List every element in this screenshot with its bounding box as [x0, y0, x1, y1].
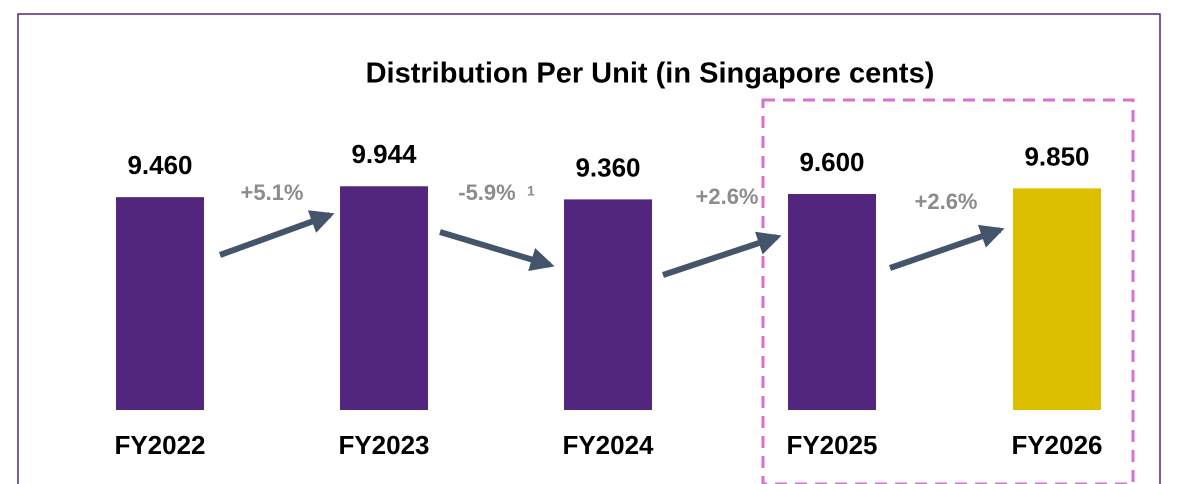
x-tick-label: FY2022 — [114, 430, 205, 460]
x-tick-label: FY2025 — [786, 430, 877, 460]
x-tick-label: FY2023 — [338, 430, 429, 460]
bar — [340, 186, 428, 410]
arrow — [889, 224, 1005, 271]
value-label: 9.460 — [127, 150, 192, 180]
growth-label: +2.6% — [915, 189, 978, 214]
x-tick-label: FY2026 — [1011, 430, 1102, 460]
arrow — [662, 231, 782, 278]
bar — [1013, 188, 1101, 410]
growth-label: +5.1% — [241, 180, 304, 205]
value-label: 9.944 — [351, 139, 417, 169]
growth-label: +2.6% — [696, 184, 759, 209]
x-tick-label: FY2024 — [562, 430, 654, 460]
bar — [788, 194, 876, 410]
value-label: 9.850 — [1024, 141, 1089, 171]
growth-label: -5.9% — [458, 180, 515, 205]
value-label: 9.360 — [575, 152, 640, 182]
bar — [564, 199, 652, 410]
arrow — [218, 210, 335, 258]
arrow — [439, 229, 555, 271]
value-label: 9.600 — [799, 147, 864, 177]
footnote-marker: 1 — [527, 183, 535, 199]
bar — [116, 197, 204, 410]
highlight-box — [761, 98, 1135, 484]
frame — [17, 13, 1161, 484]
arrows — [218, 210, 1005, 278]
chart-title: Distribution Per Unit (in Singapore cent… — [366, 58, 935, 90]
